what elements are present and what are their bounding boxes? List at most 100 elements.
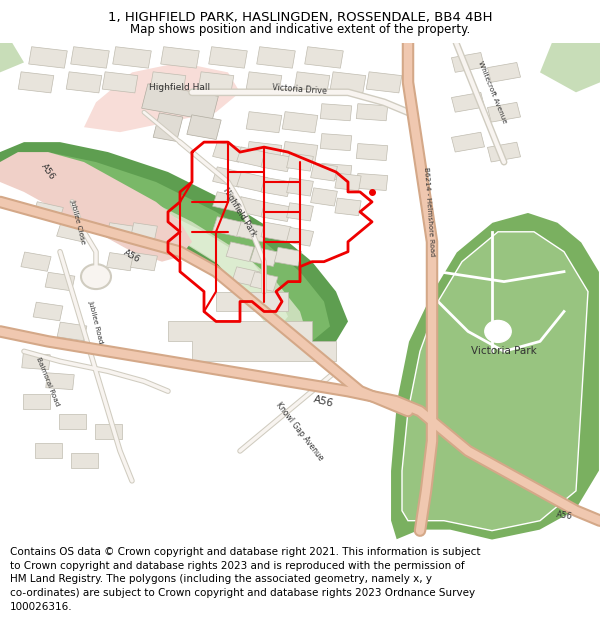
Bar [287, 202, 313, 221]
Bar [356, 174, 388, 191]
Bar [18, 72, 54, 93]
Text: Victoria Drive: Victoria Drive [272, 83, 328, 96]
Bar [487, 102, 521, 122]
Circle shape [81, 264, 111, 289]
Polygon shape [36, 182, 288, 331]
Text: Map shows position and indicative extent of the property.: Map shows position and indicative extent… [130, 24, 470, 36]
Polygon shape [390, 212, 600, 541]
Bar [29, 47, 67, 68]
Bar [35, 444, 62, 458]
Polygon shape [12, 152, 330, 341]
Bar [95, 424, 121, 439]
Polygon shape [0, 152, 192, 262]
Bar [311, 163, 337, 181]
Bar [335, 173, 361, 191]
Bar [212, 142, 244, 162]
Bar [451, 132, 485, 152]
Bar [46, 372, 74, 389]
Bar [131, 253, 157, 271]
Bar [305, 47, 343, 68]
Polygon shape [24, 172, 306, 336]
Bar [246, 141, 282, 162]
Text: Highfield Park: Highfield Park [221, 186, 259, 238]
Bar [33, 302, 63, 321]
Bar [187, 115, 221, 139]
Bar [366, 72, 402, 93]
Text: A56: A56 [313, 394, 335, 409]
Bar [320, 164, 352, 181]
Bar [142, 84, 218, 121]
Bar [198, 72, 234, 93]
Bar [113, 47, 151, 68]
Bar [487, 142, 521, 162]
Text: Balmoral Road: Balmoral Road [35, 356, 61, 407]
Bar [232, 267, 260, 286]
Bar [102, 72, 138, 93]
Bar [261, 177, 291, 197]
Bar [261, 202, 291, 221]
Bar [161, 47, 199, 68]
Bar [356, 104, 388, 121]
Bar [107, 253, 133, 271]
Text: A56: A56 [555, 510, 573, 521]
Bar [23, 394, 49, 409]
Polygon shape [0, 42, 24, 72]
Text: co-ordinates) are subject to Crown copyright and database rights 2023 Ordnance S: co-ordinates) are subject to Crown copyr… [10, 588, 475, 598]
Text: A56: A56 [39, 162, 57, 182]
Bar [320, 104, 352, 121]
Bar [226, 242, 254, 261]
Text: 1, HIGHFIELD PARK, HASLINGDEN, ROSSENDALE, BB4 4BH: 1, HIGHFIELD PARK, HASLINGDEN, ROSSENDAL… [108, 11, 492, 24]
Bar [287, 153, 313, 171]
Bar [45, 272, 75, 291]
Bar [487, 62, 521, 82]
Bar [236, 147, 268, 167]
Bar [150, 72, 186, 93]
Bar [57, 322, 87, 341]
Bar [21, 252, 51, 271]
Bar [294, 72, 330, 93]
Text: to Crown copyright and database rights 2023 and is reproduced with the permissio: to Crown copyright and database rights 2… [10, 561, 464, 571]
Bar [153, 113, 183, 141]
Polygon shape [0, 142, 348, 351]
Text: Highfield Hall: Highfield Hall [149, 83, 211, 92]
Bar [66, 72, 102, 93]
Bar [261, 222, 291, 241]
Text: 100026316.: 100026316. [10, 602, 72, 612]
Bar [282, 112, 318, 132]
Bar [282, 141, 318, 162]
Text: HM Land Registry. The polygons (including the associated geometry, namely x, y: HM Land Registry. The polygons (includin… [10, 574, 431, 584]
Bar [246, 112, 282, 132]
Bar [212, 167, 244, 187]
Bar [451, 92, 485, 112]
Bar [261, 152, 291, 172]
Polygon shape [540, 42, 600, 92]
Text: Jubilee Close: Jubilee Close [70, 199, 86, 245]
Bar [131, 222, 157, 241]
Text: A56: A56 [122, 248, 142, 265]
Bar [257, 47, 295, 68]
Text: Contains OS data © Crown copyright and database right 2021. This information is : Contains OS data © Crown copyright and d… [10, 547, 480, 557]
Bar [311, 188, 337, 206]
Polygon shape [402, 232, 588, 531]
Bar [250, 247, 278, 266]
Bar [335, 198, 361, 216]
Bar [236, 172, 268, 192]
Bar [286, 228, 314, 246]
Bar [71, 47, 109, 68]
Bar [236, 222, 268, 242]
Bar [320, 134, 352, 151]
Bar [212, 217, 244, 237]
Bar [107, 222, 133, 241]
Bar [212, 192, 244, 212]
Text: Jubilee Road: Jubilee Road [88, 299, 104, 344]
Bar [22, 353, 50, 370]
Text: B6214 - Helmshore Road: B6214 - Helmshore Road [423, 167, 435, 257]
Bar [274, 248, 302, 266]
Text: Whitecroft Avenue: Whitecroft Avenue [477, 60, 507, 124]
Polygon shape [216, 291, 288, 311]
Text: Knowl Gap Avenue: Knowl Gap Avenue [274, 400, 326, 462]
Circle shape [485, 321, 511, 342]
Bar [246, 72, 282, 93]
Polygon shape [84, 62, 240, 132]
Bar [451, 52, 485, 72]
